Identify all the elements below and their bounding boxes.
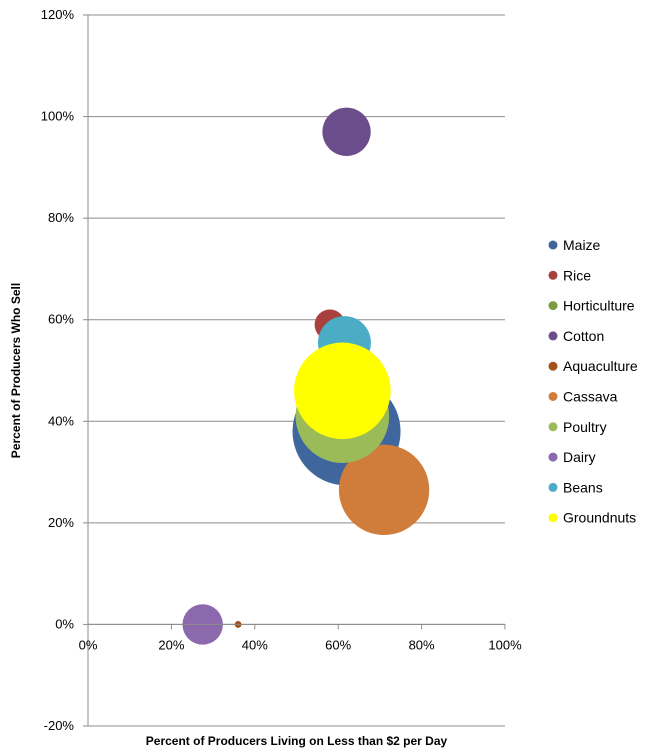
legend-marker	[548, 301, 558, 311]
axes	[87, 15, 505, 726]
legend-item-cassava: Cassava	[548, 389, 618, 405]
legend-label: Maize	[563, 237, 601, 253]
legend-marker	[548, 240, 558, 250]
legend-label: Beans	[563, 479, 603, 495]
legend-item-aquaculture: Aquaculture	[548, 358, 638, 374]
bubble-cotton	[322, 107, 371, 156]
legend-marker	[548, 513, 558, 523]
x-tick-label: 20%	[158, 637, 184, 652]
legend-marker	[548, 392, 558, 401]
bubble-cassava	[338, 444, 430, 536]
legend-item-groundnuts: Groundnuts	[548, 510, 636, 526]
legend-item-horticulture: Horticulture	[548, 298, 635, 314]
y-tick-label: 40%	[48, 413, 74, 428]
legend-label: Groundnuts	[563, 510, 636, 526]
legend-label: Dairy	[563, 449, 596, 465]
legend-marker	[548, 422, 558, 432]
legend-marker	[548, 452, 558, 462]
tick-labels: -20% 0% 20% 40% 60% 80% 100% 120% 0% 20% 40% 60% 80%…	[41, 7, 522, 733]
x-tick-label: 0%	[79, 637, 98, 652]
legend-item-beans: Beans	[548, 479, 603, 495]
legend-item-dairy: Dairy	[548, 449, 596, 465]
x-tick-label: 40%	[242, 637, 268, 652]
legend-item-rice: Rice	[548, 267, 591, 283]
y-tick-label: 80%	[48, 210, 74, 225]
legend: Maize Rice Horticulture Cotton Aquaculture Ca…	[548, 237, 638, 526]
gridlines	[88, 14, 505, 727]
legend-label: Poultry	[563, 419, 607, 435]
y-tick-label: -20%	[44, 718, 75, 733]
y-tick-label: 120%	[41, 7, 75, 22]
legend-label: Horticulture	[563, 298, 635, 314]
x-axis-title: Percent of Producers Living on Less than…	[146, 734, 448, 748]
y-tick-label: 20%	[48, 515, 74, 530]
bubble-groundnuts	[294, 342, 391, 440]
legend-marker	[548, 270, 558, 280]
legend-marker	[548, 361, 558, 371]
legend-item-cotton: Cotton	[548, 328, 604, 344]
legend-label: Cassava	[563, 389, 618, 405]
legend-label: Rice	[563, 267, 591, 283]
y-tick-label: 60%	[48, 312, 74, 327]
legend-item-poultry: Poultry	[548, 419, 607, 435]
x-tick-label: 80%	[409, 637, 435, 652]
legend-label: Aquaculture	[563, 358, 638, 374]
legend-label: Cotton	[563, 328, 604, 344]
legend-marker	[548, 482, 558, 492]
legend-marker	[548, 331, 558, 341]
y-tick-label: 100%	[41, 109, 75, 124]
y-axis-title: Percent of Producers Who Sell	[9, 283, 23, 458]
bubbles	[182, 107, 430, 645]
x-tick-label: 100%	[488, 637, 522, 652]
legend-item-maize: Maize	[548, 237, 601, 253]
x-tick-label: 60%	[325, 637, 351, 652]
y-tick-label: 0%	[55, 616, 74, 631]
